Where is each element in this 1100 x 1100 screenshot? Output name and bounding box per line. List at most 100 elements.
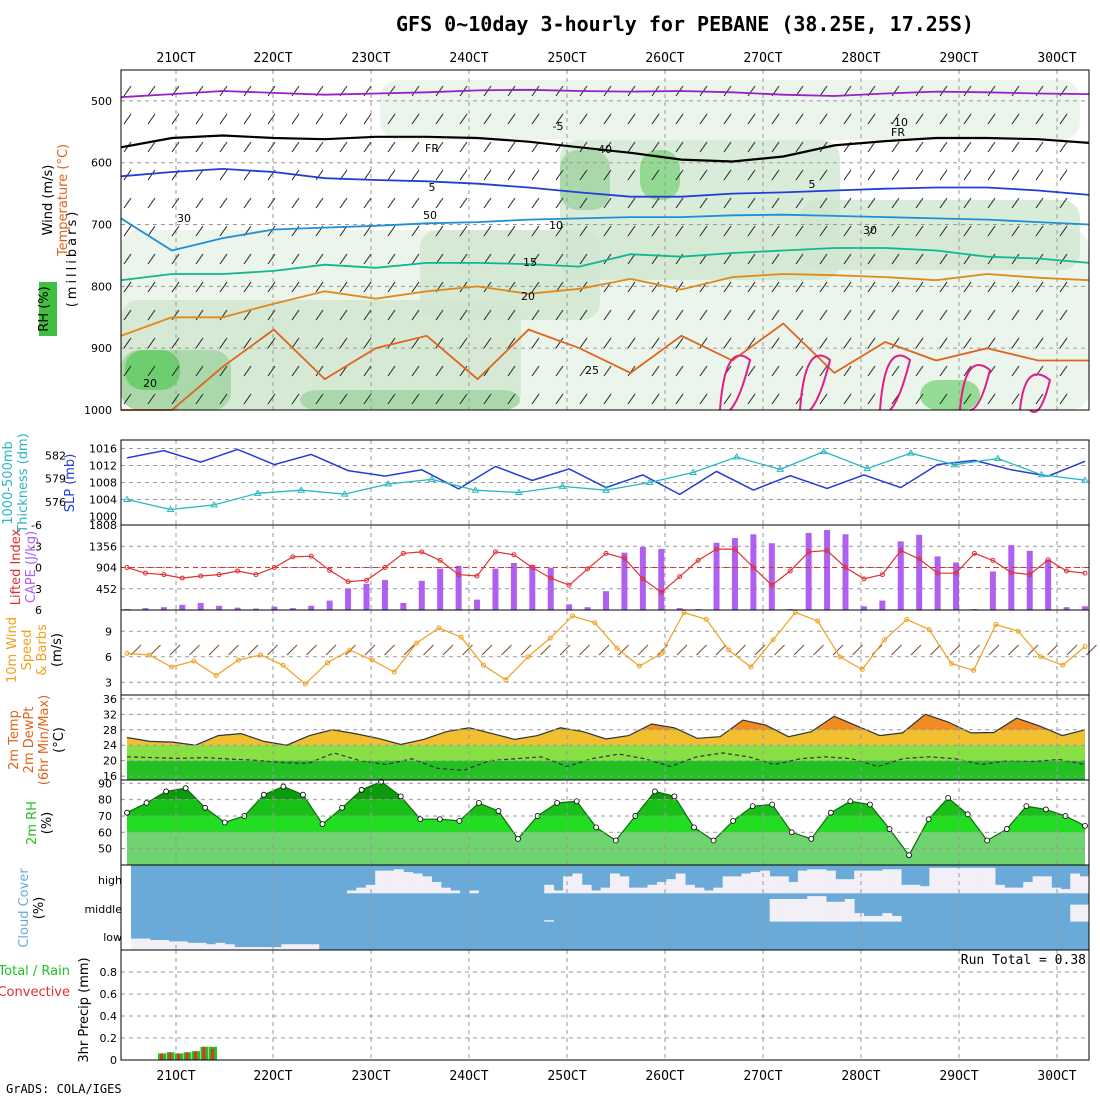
wind-barb: [723, 309, 732, 321]
wind-barb: [339, 337, 348, 349]
wind-barb: [891, 253, 900, 265]
temp-line: [126, 713, 1086, 746]
wind-barb: [315, 365, 324, 377]
wind-barb: [339, 253, 348, 265]
lifted-index-point: [1045, 557, 1051, 563]
lifted-index-point: [916, 556, 922, 562]
wind-barb: [363, 253, 372, 265]
wind-barb: [195, 85, 204, 97]
wind-tick-label: 9: [105, 625, 112, 638]
wind-barb: [1011, 169, 1020, 181]
wind-barb: [363, 393, 372, 405]
cloud-clear-high: [882, 869, 893, 894]
cloud-clear-low: [159, 939, 169, 950]
wind-barb: [987, 253, 996, 265]
rh-point: [300, 791, 306, 798]
wind-barb: [267, 113, 276, 125]
wind-barb: [963, 141, 972, 153]
wind-barb: [723, 225, 732, 237]
precip-ylabel: 3hr Precip (mm): [77, 957, 92, 1062]
wind-barb: [843, 309, 852, 321]
wind-barb: [219, 337, 228, 349]
wind-barb: [459, 337, 468, 349]
cape-bar: [1026, 550, 1033, 610]
wind-barb: [1059, 365, 1068, 377]
wind-speed-point: [1082, 644, 1088, 650]
wind-barb: [579, 225, 588, 237]
cloud-clear-low: [300, 944, 310, 950]
wind-barb: [411, 393, 420, 405]
lifted-index-point: [898, 548, 904, 553]
thickness-point: [863, 464, 872, 472]
cloud-clear-low: [309, 944, 320, 950]
lifted-index-point: [142, 570, 148, 576]
wind-barb: [987, 141, 996, 153]
rh-shading: [800, 200, 1080, 270]
wind-barb: [1059, 253, 1068, 265]
wind-barb: [651, 197, 660, 209]
cape-bar: [953, 562, 960, 610]
wind-barb: [411, 113, 420, 125]
wind-barb: [675, 197, 684, 209]
wind-barb: [867, 141, 876, 153]
wind-barb: [219, 309, 228, 321]
wind-barb: [771, 309, 780, 321]
precip-legend-convective: Convective: [0, 985, 70, 1000]
wind-barb: [315, 113, 324, 125]
wind-barb: [795, 197, 804, 209]
rh-shading: [420, 230, 600, 320]
wind-barb: [819, 253, 828, 265]
wind-barb: [771, 337, 780, 349]
wind-speed-point: [614, 645, 620, 651]
temp-band: [127, 760, 1085, 780]
wind-barb: [219, 281, 228, 293]
thickness-point: [645, 478, 654, 485]
cloud-clear-high: [929, 867, 940, 894]
precip-tick-label: 0.2: [100, 1032, 118, 1045]
cloud-clear-high: [1023, 881, 1034, 894]
temperature-tick-label: 28: [103, 724, 117, 737]
cloud-clear-high: [685, 884, 695, 894]
wind-barb: [1011, 253, 1020, 265]
lifted-index-point: [953, 570, 959, 576]
cloud-clear-low: [140, 938, 151, 950]
wind-barb: [867, 113, 876, 125]
wind-barb: [195, 141, 204, 153]
wind-speed-point: [1037, 654, 1043, 660]
wind-barb: [915, 141, 924, 153]
wind-barb: [555, 393, 564, 405]
wind-barb: [243, 309, 252, 321]
cloud-clear-high: [722, 876, 733, 894]
cloud-clear-high: [422, 876, 432, 894]
wind-barb: [267, 85, 276, 97]
rh-point: [221, 819, 228, 826]
wind-barb: [459, 309, 468, 321]
wind-barb: [291, 141, 300, 153]
wind-barb: [411, 281, 420, 293]
wind-barb: [291, 393, 300, 405]
wind-barb: [195, 281, 204, 293]
thickness-point: [689, 468, 697, 475]
wind-barb: [651, 365, 660, 377]
wind-barb: [339, 281, 348, 293]
wind-barb: [867, 169, 876, 181]
run-total-label: Run Total = 0.38: [961, 953, 1086, 968]
wind-ylabel: Speed: [20, 630, 35, 671]
wind-barb: [171, 309, 180, 321]
wind-barb: [555, 113, 564, 125]
temp-band: [121, 695, 1089, 714]
wind-speed-point: [681, 610, 687, 616]
wind-barb: [123, 197, 132, 209]
wind-barb: [531, 197, 540, 209]
lifted-index-point: [732, 546, 738, 552]
wind-barb: [723, 393, 732, 405]
wind-speed-point: [636, 663, 642, 669]
thickness-point: [297, 486, 306, 493]
cape-bar: [381, 579, 388, 610]
wind-barb: [939, 365, 948, 377]
cape-bar: [529, 564, 536, 610]
cloud-clear-high: [1051, 887, 1062, 894]
rh-point: [260, 791, 267, 798]
precip-panel-frame: [120, 949, 1090, 1061]
lifted-index-point: [400, 550, 406, 556]
